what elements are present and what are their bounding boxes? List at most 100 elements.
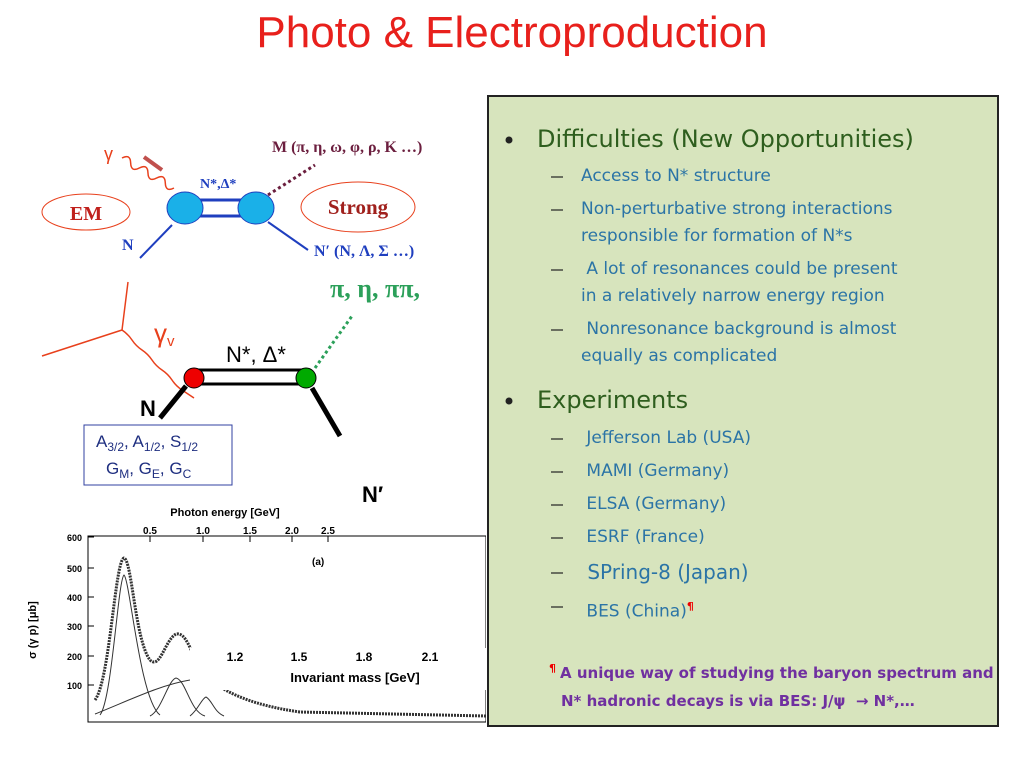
meson-line [313, 315, 354, 369]
amp-part: A [96, 432, 108, 451]
bullet: Experiments [537, 386, 689, 414]
photon-line [121, 155, 175, 191]
n-line [158, 384, 188, 420]
cross-section-plot: Photon energy [GeV] (a) σ (γ p) [μb] Inv… [27, 507, 486, 723]
label: M (π, η, ω, φ, ρ, K …) [272, 139, 422, 156]
curve [189, 696, 225, 717]
sub-item: SPring-8 (Japan) [581, 559, 749, 586]
line: Access to N* structure [581, 166, 771, 186]
amplitudes: GM, GE, GC [106, 459, 192, 481]
label: Strong [328, 195, 389, 219]
tick-label: 1.5 [243, 526, 257, 537]
line: equally as complicated [581, 346, 778, 366]
slide-title: Photo & Electroproduction [256, 8, 768, 57]
sub-item: Access to N* structure [581, 163, 771, 190]
label: γv [154, 318, 175, 350]
footnote-line: N* hadronic decays is via BES: J/ψ → N*,… [561, 692, 915, 710]
sub-item: Jefferson Lab (USA) [581, 425, 751, 452]
line: Jefferson Lab (USA) [581, 428, 751, 448]
bullet-dot [505, 397, 513, 405]
bullet-marks [505, 136, 563, 608]
footnote-mark: ¶ [549, 662, 556, 675]
baryon-line [267, 221, 309, 251]
sub-item: MAMI (Germany) [581, 458, 729, 485]
line: SPring-8 (Japan) [581, 560, 749, 584]
curve [93, 556, 486, 718]
label: N [140, 396, 156, 421]
footnote-line: ¶ A unique way of studying the baryon spe… [549, 655, 994, 687]
amplitudes: A3/2, A1/2, S1/2 [96, 432, 198, 454]
tick-label: 1.8 [356, 650, 373, 664]
amp-sub: 1/2 [144, 440, 161, 454]
amp-part: , G [129, 459, 152, 478]
sub-item: ESRF (France) [581, 524, 705, 551]
vertex [295, 367, 317, 389]
bullet: Difficulties (New Opportunities) [537, 125, 914, 153]
tick-label: 100 [67, 681, 82, 691]
meson-line [267, 163, 316, 197]
label-patch [190, 648, 486, 690]
sub-item: Nonresonance background is almost equally… [581, 316, 896, 370]
vertex [183, 367, 205, 389]
label: v [167, 333, 175, 350]
vertex [166, 191, 204, 225]
sub-item: Non-perturbative strong interactions resp… [581, 196, 893, 250]
tick-label: 2.0 [285, 526, 299, 537]
strong-ellipse [300, 181, 416, 233]
electron [121, 281, 129, 331]
em-ellipse [41, 193, 131, 231]
line: Nonresonance background is almost [581, 319, 897, 339]
vertex [237, 191, 275, 225]
ticks: 0.5 1.0 1.5 2.0 2.5 600 500 400 300 200 100 1.2 1.5 1… [67, 526, 439, 691]
label: N [122, 237, 134, 254]
axis-label: Photon energy [GeV] [170, 507, 280, 519]
tick-label: 500 [67, 564, 82, 574]
tick-label: 1.2 [227, 650, 244, 664]
sub-item: A lot of resonances could be present in a… [581, 256, 898, 310]
bullet-dot [505, 136, 513, 144]
line: BES (China)¶ [581, 600, 694, 622]
amp-part: , A [124, 432, 145, 451]
footnote-text: A unique way of studying the baryon spec… [560, 664, 994, 682]
n-line [139, 224, 173, 259]
label: π, η, ππ, [330, 274, 420, 303]
amp-part: G [106, 459, 119, 478]
amp-sub: M [119, 467, 129, 481]
curve [94, 679, 191, 715]
diagram-electro: π, η, ππ, γv N*, Δ* N N′ A3/2, A1/2, S1/… [41, 274, 420, 507]
electron [41, 329, 123, 357]
amp-sub: 1/2 [181, 440, 198, 454]
axis-label: σ (γ p) [μb] [27, 601, 39, 659]
tick-label: 1.0 [196, 526, 210, 537]
curve [149, 677, 206, 717]
amp-part: , S [161, 432, 182, 451]
figures: γ EM N N*,Δ* M (π, η, ω, φ, ρ, K …) Stro… [27, 139, 486, 723]
line: ELSA (Germany) [581, 494, 727, 514]
line: responsible for formation of N*s [581, 226, 853, 246]
label: N′ (N, Λ, Σ …) [314, 243, 414, 260]
axis-label: Invariant mass [GeV] [290, 670, 419, 685]
line: Non-perturbative strong interactions [581, 199, 893, 219]
tick-label: 0.5 [143, 526, 157, 537]
footnote: ¶ A unique way of studying the baryon spe… [549, 655, 994, 715]
label: N*, Δ* [226, 342, 286, 367]
label: N*,Δ* [200, 177, 236, 192]
sub-item: ELSA (Germany) [581, 491, 726, 518]
sub-item: BES (China)¶ [581, 593, 694, 626]
label: EM [70, 203, 102, 225]
label: γ [104, 144, 113, 164]
footnote-mark: ¶ [686, 600, 694, 613]
tick-label: 400 [67, 593, 82, 603]
label: N′ [362, 482, 383, 507]
panel-label: (a) [312, 557, 324, 568]
tick-label: 600 [67, 533, 82, 543]
tick-label: 1.5 [291, 650, 308, 664]
propagator [192, 368, 308, 386]
diagram-top: γ EM N N*,Δ* M (π, η, ω, φ, ρ, K …) Stro… [41, 139, 422, 260]
baryon-line [309, 386, 343, 438]
line: A lot of resonances could be present [581, 259, 898, 279]
arrow [142, 155, 164, 172]
frame [87, 535, 486, 723]
line: ESRF (France) [581, 527, 705, 547]
